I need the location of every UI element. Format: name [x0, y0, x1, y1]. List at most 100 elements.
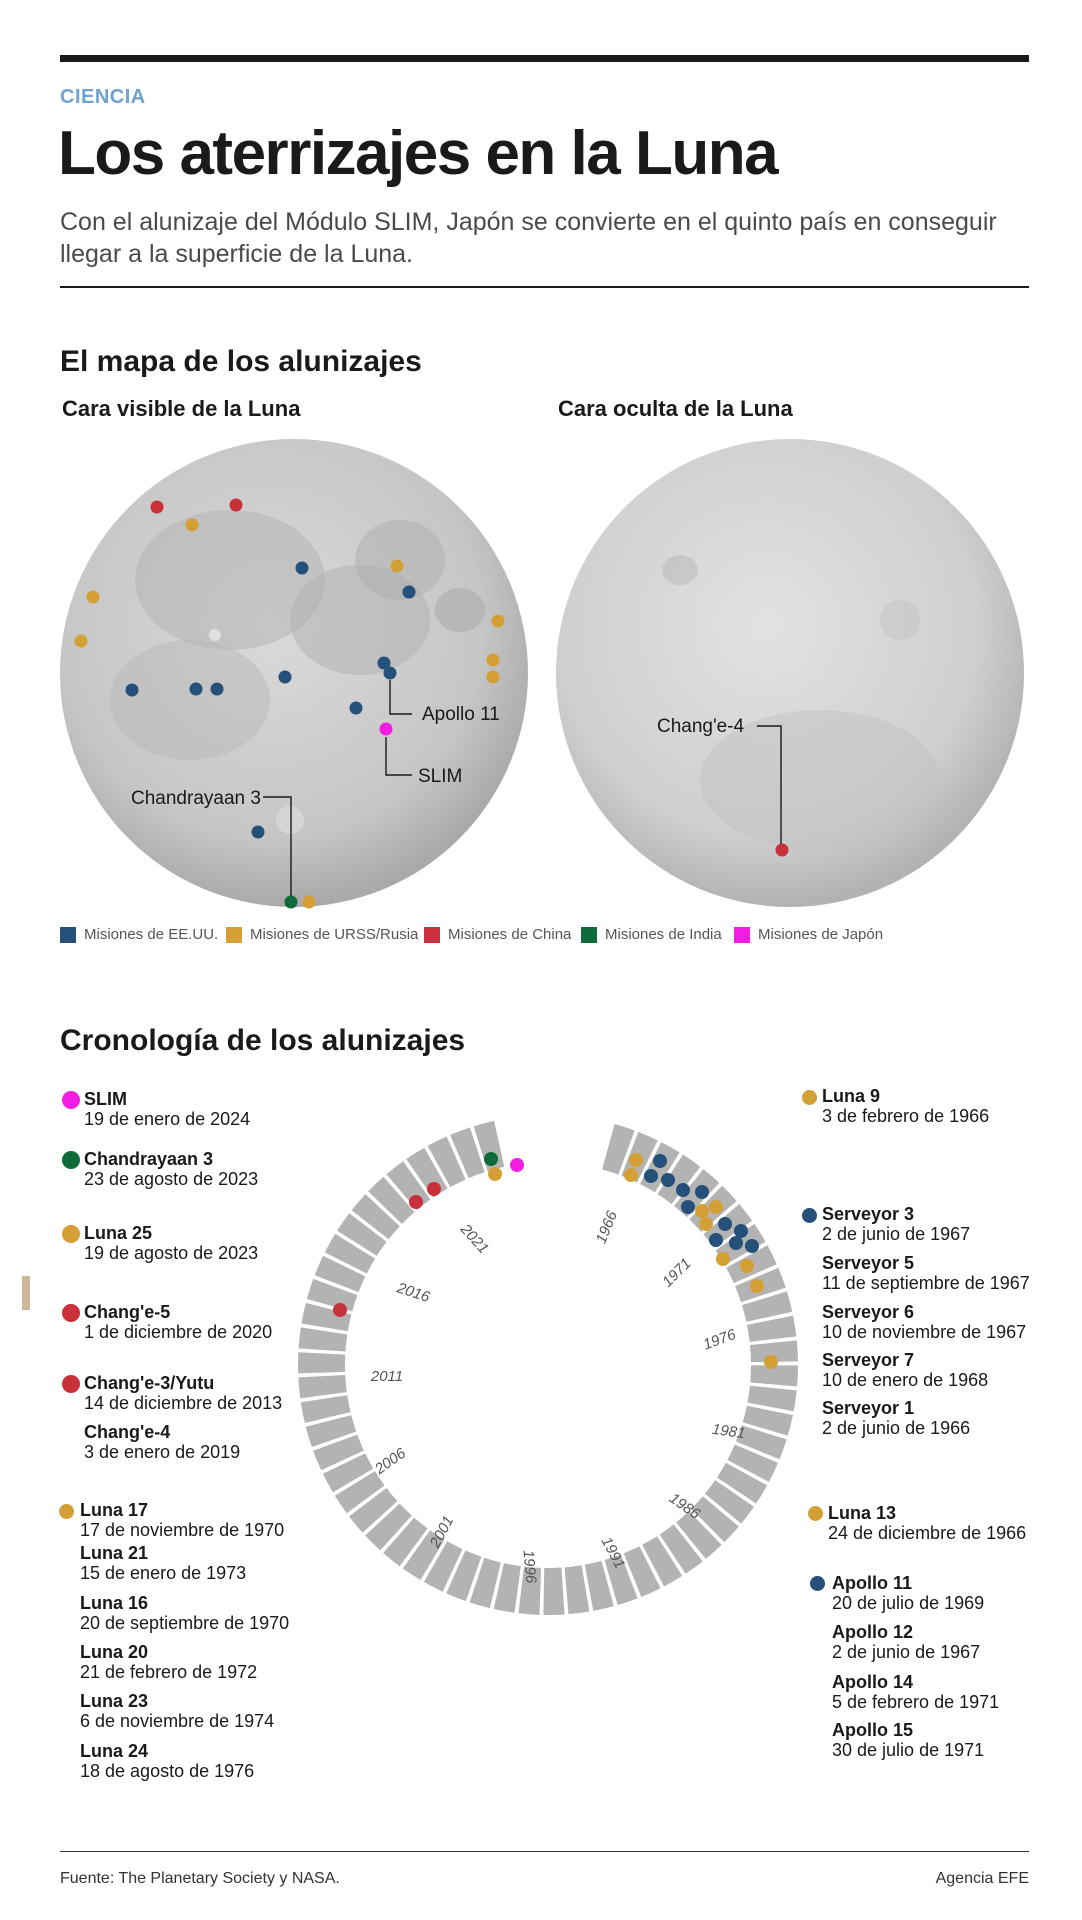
map-label-apollo11: Apollo 11	[422, 704, 500, 725]
entry-date: 11 de septiembre de 1967	[822, 1273, 1030, 1293]
entry-dot-apollo-group	[810, 1576, 825, 1591]
ring-mission-dot	[734, 1224, 748, 1238]
entry-date: 18 de agosto de 1976	[80, 1761, 255, 1781]
landing-dot	[302, 895, 316, 909]
ring-segment	[704, 1480, 754, 1524]
ring-mission-dot	[624, 1168, 638, 1182]
timeline-entry-surveyor3: Serveyor 3 2 de junio de 1967	[822, 1204, 970, 1244]
entry-date: 2 de junio de 1966	[822, 1418, 971, 1438]
entry-name: Luna 20	[80, 1642, 149, 1662]
entry-dot-luna9	[802, 1090, 817, 1105]
entry-dot-luna-group	[59, 1504, 74, 1519]
entry-name: Serveyor 5	[822, 1253, 915, 1273]
year-label: 2021	[456, 1220, 492, 1257]
entry-date: 21 de febrero de 1972	[80, 1662, 258, 1682]
year-label: 1996	[520, 1549, 540, 1584]
entry-date: 24 de diciembre de 1966	[828, 1523, 1027, 1543]
ring-segment	[659, 1524, 703, 1574]
legend-label: Misiones de India	[605, 926, 722, 943]
landing-dot	[486, 670, 500, 684]
ring-segment	[314, 1255, 366, 1293]
entry-name: Luna 23	[80, 1691, 149, 1711]
entry-date: 5 de febrero de 1971	[832, 1692, 1000, 1712]
ring-segment	[368, 1176, 415, 1224]
ring-segment	[334, 1471, 385, 1514]
landing-dot	[284, 895, 298, 909]
landing-dot	[229, 498, 243, 512]
map-label-slim: SLIM	[418, 766, 462, 787]
ring-mission-dot	[409, 1195, 423, 1209]
ring-mission-dot	[333, 1303, 347, 1317]
timeline-entry-apollo14: Apollo 14 5 de febrero de 1971	[832, 1672, 999, 1712]
legend-item-urss: Misiones de URSS/Rusia	[226, 926, 418, 943]
entry-name: Apollo 11	[832, 1573, 913, 1593]
near-side-landing-dots	[74, 498, 505, 909]
ring-mission-dot	[676, 1183, 690, 1197]
legend-label: Misiones de URSS/Rusia	[250, 926, 419, 943]
ring-segment	[427, 1136, 466, 1188]
ring-segment	[383, 1517, 428, 1567]
timeline-entry-apollo12: Apollo 12 2 de junio de 1967	[832, 1622, 980, 1662]
timeline-entry-surveyor1: Serveyor 1 2 de junio de 1966	[822, 1398, 970, 1438]
timeline-entry-luna16: Luna 16 20 de septiembre de 1970	[80, 1593, 289, 1633]
ring-mission-dot	[695, 1204, 709, 1218]
year-label: 1971	[659, 1255, 695, 1291]
ring-segment	[337, 1213, 387, 1256]
landing-dot	[189, 682, 203, 696]
ring-segment	[324, 1233, 376, 1274]
ring-segment	[469, 1557, 501, 1609]
near-side-title: Cara visible de la Luna	[62, 396, 301, 421]
ring-segment	[750, 1340, 798, 1363]
timeline-entry-change3: Chang'e-3/Yutu 14 de diciembre de 2013	[84, 1373, 282, 1413]
footer-agency: Agencia EFE	[935, 1870, 1029, 1887]
ring-mission-dot	[729, 1236, 743, 1250]
ring-segment	[446, 1550, 482, 1602]
ring-segment	[676, 1511, 722, 1559]
entry-name: Luna 17	[80, 1500, 149, 1520]
legend-item-china: Misiones de China	[424, 926, 571, 943]
landing-dot	[251, 825, 265, 839]
entry-date: 1 de diciembre de 2020	[84, 1322, 273, 1342]
landing-dot	[491, 614, 505, 628]
legend-label: Misiones de China	[448, 926, 572, 943]
header-divider	[60, 286, 1029, 288]
far-side-title: Cara oculta de la Luna	[558, 396, 793, 421]
map-label-chandrayaan3: Chandrayaan 3	[131, 788, 261, 809]
entry-date: 14 de diciembre de 2013	[84, 1393, 283, 1413]
timeline-entry-surveyor6: Serveyor 6 10 de noviembre de 1967	[822, 1302, 1026, 1342]
entry-name: Apollo 15	[832, 1720, 914, 1740]
timeline-entry-luna24: Luna 24 18 de agosto de 1976	[80, 1741, 254, 1781]
ring-mission-dot	[709, 1200, 723, 1214]
legend-swatch	[60, 926, 76, 943]
far-side-landing-dot	[775, 843, 789, 857]
ring-mission-dot	[427, 1182, 441, 1196]
ring-segment	[602, 1124, 635, 1175]
ring-segment	[623, 1546, 661, 1597]
year-label: 2011	[370, 1368, 403, 1385]
ring-segment	[351, 1194, 400, 1240]
ring-segment	[349, 1487, 398, 1533]
landing-dot	[383, 666, 397, 680]
ring-mission-dot	[750, 1279, 764, 1293]
entry-name: Serveyor 7	[822, 1350, 915, 1370]
far-side-moon	[556, 439, 1024, 907]
entry-date: 2 de junio de 1967	[832, 1642, 981, 1662]
ring-segment	[717, 1462, 768, 1504]
timeline-entry-luna20: Luna 20 21 de febrero de 1972	[80, 1642, 257, 1682]
entry-date: 10 de enero de 1968	[822, 1370, 989, 1390]
ring-mission-dot	[653, 1154, 667, 1168]
ring-segment	[313, 1434, 364, 1471]
decorative-marker	[22, 1276, 30, 1310]
ring-mission-dot	[644, 1169, 658, 1183]
map-leader-lines	[263, 680, 782, 896]
ring-segment	[305, 1415, 357, 1448]
legend-swatch	[424, 926, 440, 943]
entry-date: 20 de julio de 1969	[832, 1593, 985, 1613]
timeline-entry-luna17: Luna 17 17 de noviembre de 1970	[80, 1500, 284, 1540]
entry-dot-luna25	[62, 1225, 80, 1243]
timeline-entry-surveyor7: Serveyor 7 10 de enero de 1968	[822, 1350, 988, 1390]
entry-name: Luna 21	[80, 1543, 149, 1563]
entry-date: 19 de agosto de 2023	[84, 1243, 259, 1263]
ring-mission-dot	[695, 1185, 709, 1199]
timeline-entry-change4: Chang'e-4 3 de enero de 2019	[84, 1422, 240, 1462]
